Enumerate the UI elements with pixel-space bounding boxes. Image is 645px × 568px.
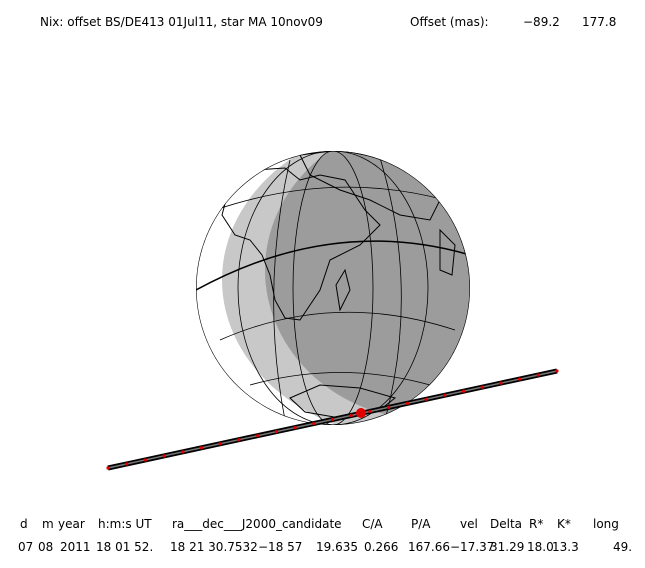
column-header: h:m:s UT [98,517,152,531]
track-dot [125,462,129,466]
column-value: −17.37 [450,540,494,554]
offset-y: 177.8 [582,15,616,29]
column-value: 19.635 [316,540,358,554]
column-header: long [593,517,619,531]
track-dot [218,442,222,446]
column-value: 49. [613,540,632,554]
track-dot [199,446,204,450]
track-dot [517,377,522,381]
column-value: 18 01 52. [96,540,153,554]
track-dot [499,381,503,385]
track-dot [256,434,260,438]
column-value: 31.29 [490,540,524,554]
column-header: year [58,517,85,531]
column-header: vel [460,517,478,531]
track-dot [312,421,316,426]
column-value: −18 57 [258,540,302,554]
column-value: 13.3 [552,540,579,554]
track-dot [237,438,241,442]
track-dot [536,373,540,377]
column-value: 08 [38,540,53,554]
track-dot [349,413,353,418]
column-value: 07 [18,540,33,554]
offset-x: −89.2 [523,15,560,29]
column-header: K* [557,517,571,531]
column-header: ra___dec___J2000_candidate [172,517,342,531]
track-dot [555,369,559,373]
title: Nix: offset BS/DE413 01Jul11, star MA 10… [40,15,323,29]
track-dot [143,458,148,462]
track-dot [368,409,372,414]
column-value: 167.66 [408,540,450,554]
column-header: P/A [411,517,431,531]
track-dot [274,430,278,434]
track-dot [162,454,166,458]
track-dot [387,405,391,409]
track-dot [293,425,297,430]
column-value: 2011 [60,540,91,554]
track-dot [181,450,185,454]
track-dot [330,417,335,422]
track-dot [106,466,110,470]
column-value: 18 21 30.7532 [170,540,258,554]
column-value: 18.0 [527,540,554,554]
track-dot [424,397,428,401]
offset-label: Offset (mas): [410,15,489,29]
track-dot [405,401,409,405]
column-header: d [20,517,28,531]
shadow-track [106,368,559,471]
globe [196,151,470,425]
column-header: m [42,517,54,531]
track-dot [461,389,466,393]
column-value: 0.266 [364,540,398,554]
column-header: R* [529,517,543,531]
column-header: C/A [362,517,383,531]
column-header: Delta [490,517,522,531]
track-dot [480,385,484,389]
track-dot [443,393,447,397]
